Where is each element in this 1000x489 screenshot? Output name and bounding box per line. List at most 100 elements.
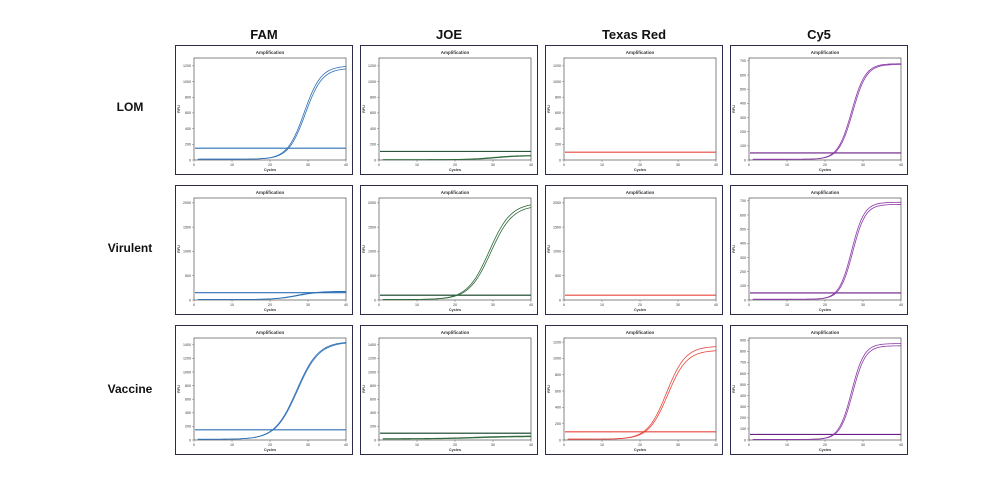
y-tick-label: 500	[370, 274, 376, 278]
x-tick-label: 0	[563, 303, 565, 307]
chart-title: Amplification	[256, 190, 285, 195]
x-tick-label: 10	[785, 303, 789, 307]
plot-frame	[193, 57, 347, 161]
x-tick-label: 40	[529, 163, 533, 167]
y-axis-label: RFU	[177, 245, 181, 253]
x-tick-label: 10	[415, 443, 419, 447]
y-tick-label: 200	[555, 143, 561, 147]
y-axis-label: RFU	[362, 245, 366, 253]
y-axis-label: RFU	[177, 385, 181, 393]
amplification-plot: Amplification 0 500 1000 1500 2000 0 10 20 30 40 Cy…	[177, 190, 348, 312]
y-tick-label: 600	[370, 111, 376, 115]
y-tick-label: 1000	[368, 80, 376, 84]
x-tick-label: 10	[785, 443, 789, 447]
plot-frame	[563, 337, 717, 441]
amplification-curve-1	[382, 204, 532, 300]
amplification-curve-2	[382, 155, 532, 161]
y-tick-label: 1000	[553, 250, 561, 254]
x-tick-label: 20	[638, 443, 642, 447]
y-tick-label: 1400	[368, 343, 376, 347]
chart-panel-virulent-joe: Amplification 0 500 1000 1500 2000 0 10 20 30 40 Cy…	[360, 185, 538, 315]
x-tick-label: 0	[748, 303, 750, 307]
x-tick-label: 40	[899, 303, 903, 307]
y-tick-label: 1500	[553, 225, 561, 229]
y-tick-label: 1200	[553, 340, 561, 344]
y-tick-label: 400	[185, 411, 191, 415]
y-tick-label: 0	[559, 438, 561, 442]
x-tick-label: 40	[344, 443, 348, 447]
y-tick-label: 100	[740, 284, 746, 288]
x-tick-label: 10	[600, 163, 604, 167]
y-tick-label: 200	[740, 130, 746, 134]
x-tick-label: 20	[453, 163, 457, 167]
amplification-curve-1	[382, 155, 532, 161]
y-tick-label: 1200	[368, 64, 376, 68]
row-header-vaccine: Vaccine	[107, 382, 153, 396]
y-tick-label: 800	[555, 373, 561, 377]
chart-title: Amplification	[256, 330, 285, 335]
x-tick-label: 10	[600, 303, 604, 307]
x-axis-label: Cycles	[264, 308, 276, 312]
chart-panel-virulent-fam: Amplification 0 500 1000 1500 2000 0 10 20 30 40 Cy…	[175, 185, 353, 315]
y-tick-label: 400	[740, 242, 746, 246]
plot-frame	[378, 337, 532, 441]
x-tick-label: 0	[193, 163, 195, 167]
chart-panel-lom-texas: Amplification 0 200 400 600 800 1000 1200 0 10 20 3…	[545, 45, 723, 175]
chart-title: Amplification	[626, 330, 655, 335]
x-tick-label: 40	[899, 163, 903, 167]
amplification-curve-2	[382, 436, 532, 440]
amplification-plot: Amplification 0 200 400 600 800 1000 1200 1400 0 1…	[362, 330, 533, 452]
amplification-plot: Amplification 0 200 400 600 800 1000 1200 0 10 20 3…	[547, 330, 718, 452]
amplification-plot: Amplification 0 200 400 600 800 1000 1200 0 10 20 3…	[547, 50, 718, 172]
y-tick-label: 200	[740, 270, 746, 274]
y-tick-label: 800	[370, 96, 376, 100]
y-tick-label: 1000	[368, 250, 376, 254]
amplification-plot: Amplification 0 200 400 600 800 1000 1200 1400 0 1…	[177, 330, 348, 452]
y-tick-label: 2000	[553, 201, 561, 205]
y-tick-label: 200	[370, 143, 376, 147]
x-tick-label: 40	[529, 443, 533, 447]
amplification-curve-1	[197, 66, 347, 160]
y-tick-label: 1000	[553, 357, 561, 361]
x-tick-label: 30	[491, 443, 495, 447]
y-tick-label: 0	[744, 158, 746, 162]
y-axis-label: RFU	[547, 245, 551, 253]
y-tick-label: 400	[555, 127, 561, 131]
y-tick-label: 600	[740, 372, 746, 376]
x-tick-label: 40	[344, 163, 348, 167]
y-tick-label: 100	[740, 427, 746, 431]
amplification-curve-1	[752, 343, 902, 440]
y-tick-label: 1000	[183, 370, 191, 374]
chart-panel-lom-joe: Amplification 0 200 400 600 800 1000 1200 0 10 20 3…	[360, 45, 538, 175]
x-tick-label: 20	[638, 163, 642, 167]
x-axis-label: Cycles	[264, 168, 276, 172]
row-header-virulent: Virulent	[107, 241, 153, 255]
y-tick-label: 0	[744, 438, 746, 442]
chart-title: Amplification	[441, 330, 470, 335]
y-tick-label: 600	[185, 398, 191, 402]
y-tick-label: 800	[185, 384, 191, 388]
y-axis-label: RFU	[547, 385, 551, 393]
amplification-curve-2	[197, 291, 347, 300]
y-tick-label: 200	[555, 422, 561, 426]
y-tick-label: 600	[740, 73, 746, 77]
y-axis-label: RFU	[362, 385, 366, 393]
y-tick-label: 0	[374, 438, 376, 442]
y-tick-label: 600	[185, 111, 191, 115]
x-tick-label: 30	[861, 163, 865, 167]
y-tick-label: 0	[374, 298, 376, 302]
x-tick-label: 20	[823, 303, 827, 307]
y-tick-label: 800	[740, 350, 746, 354]
x-tick-label: 30	[491, 163, 495, 167]
y-tick-label: 500	[185, 274, 191, 278]
x-tick-label: 40	[714, 163, 718, 167]
x-tick-label: 40	[714, 303, 718, 307]
y-axis-label: RFU	[732, 105, 736, 113]
y-tick-label: 300	[740, 405, 746, 409]
y-tick-label: 1000	[183, 80, 191, 84]
y-tick-label: 200	[185, 143, 191, 147]
y-tick-label: 500	[740, 383, 746, 387]
x-axis-label: Cycles	[264, 448, 276, 452]
chart-panel-lom-cy5: Amplification 0 100 200 300 400 500 600 700 0 10 20…	[730, 45, 908, 175]
